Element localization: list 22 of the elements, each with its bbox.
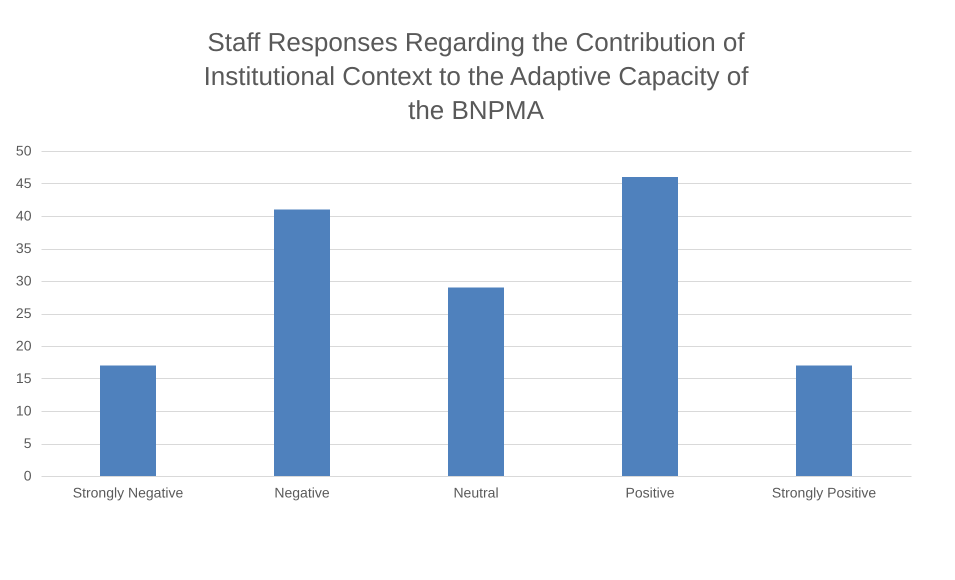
y-tick-label: 5 bbox=[24, 435, 32, 451]
x-tick-label: Positive bbox=[625, 484, 675, 500]
y-tick-label: 30 bbox=[16, 272, 32, 288]
bar bbox=[796, 366, 852, 476]
y-tick-label: 10 bbox=[16, 402, 32, 418]
y-tick-label: 45 bbox=[16, 175, 32, 191]
chart-title: Staff Responses Regarding the Contribution of Institutional Context to the Adaptive Capacity of the BNPMA bbox=[204, 27, 750, 125]
bar bbox=[622, 177, 678, 476]
x-tick-label: Neutral bbox=[453, 484, 499, 500]
bar bbox=[100, 366, 156, 476]
y-tick-label: 20 bbox=[16, 338, 32, 354]
y-tick-label: 0 bbox=[24, 468, 32, 484]
x-tick-label: Strongly Negative bbox=[72, 484, 184, 500]
y-tick-label: 35 bbox=[16, 240, 32, 256]
y-tick-label: 40 bbox=[16, 208, 32, 224]
y-tick-label: 25 bbox=[16, 305, 32, 321]
bar bbox=[448, 288, 504, 476]
y-tick-label: 15 bbox=[16, 370, 32, 386]
x-tick-label: Negative bbox=[274, 484, 330, 500]
y-tick-label: 50 bbox=[16, 142, 32, 158]
bar bbox=[274, 210, 330, 476]
x-tick-label: Strongly Positive bbox=[772, 484, 876, 500]
